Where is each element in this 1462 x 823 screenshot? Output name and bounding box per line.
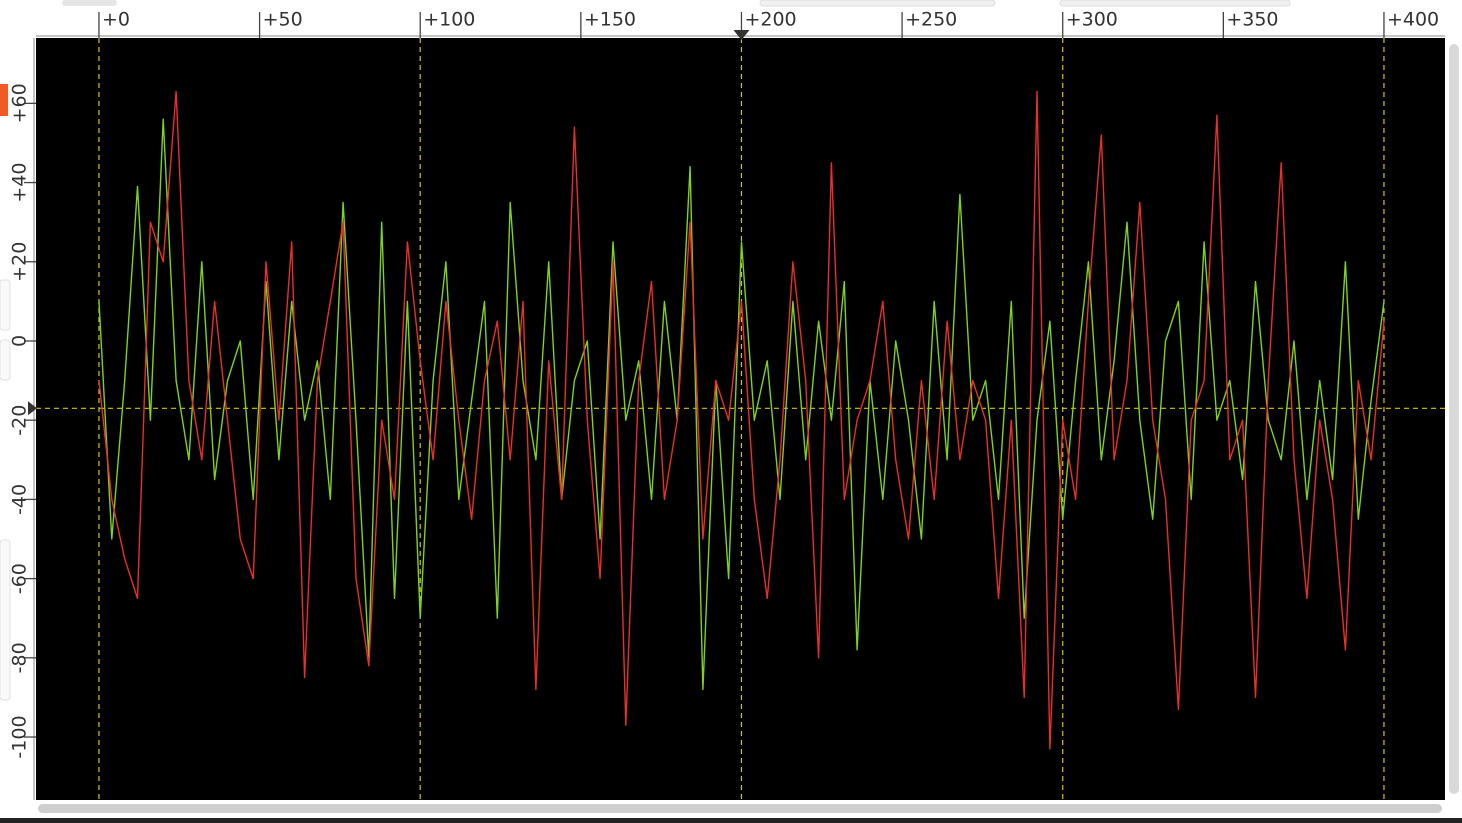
x-tick-label: +150	[584, 9, 636, 31]
vertical-scrollbar[interactable]	[1449, 44, 1459, 794]
y-tick-label: 0	[9, 335, 31, 347]
y-tick-label: -60	[9, 563, 31, 594]
y-tick-label: +40	[9, 163, 31, 203]
x-tick-label: +100	[423, 9, 475, 31]
x-tick-label: +50	[263, 9, 303, 31]
x-tick-label: +350	[1226, 9, 1278, 31]
top-tab[interactable]	[62, 0, 117, 6]
side-tab[interactable]	[0, 539, 11, 701]
side-tab[interactable]	[0, 279, 11, 331]
top-tab[interactable]	[759, 0, 996, 7]
plot-area: +0 +50 +100 +150 +200 +250 +300 +350 +400+60+40+…	[9, 9, 1445, 800]
bottom-edge	[0, 818, 1462, 823]
signal-line	[98, 118, 1385, 691]
side-tab[interactable]	[0, 84, 8, 116]
cursor-marker	[733, 30, 750, 40]
signal-line	[98, 90, 1385, 750]
x-tick-label: +0	[102, 9, 130, 31]
y-tick-label: -100	[9, 715, 31, 758]
x-tick-label: +400	[1387, 9, 1439, 31]
x-tick-label: +300	[1066, 9, 1118, 31]
side-tab[interactable]	[0, 339, 11, 381]
top-tab[interactable]	[1059, 0, 1291, 7]
reference-marker	[28, 401, 37, 416]
y-tick-label: +60	[9, 83, 31, 123]
x-tick-label: +250	[905, 9, 957, 31]
y-tick-label: -80	[9, 642, 31, 673]
y-tick-label: +20	[9, 242, 31, 282]
horizontal-scrollbar[interactable]	[38, 804, 1442, 813]
y-tick-label: -40	[9, 484, 31, 515]
y-tick-label: -20	[9, 405, 31, 436]
plot-background	[36, 38, 1445, 800]
x-tick-label: +200	[744, 9, 796, 31]
